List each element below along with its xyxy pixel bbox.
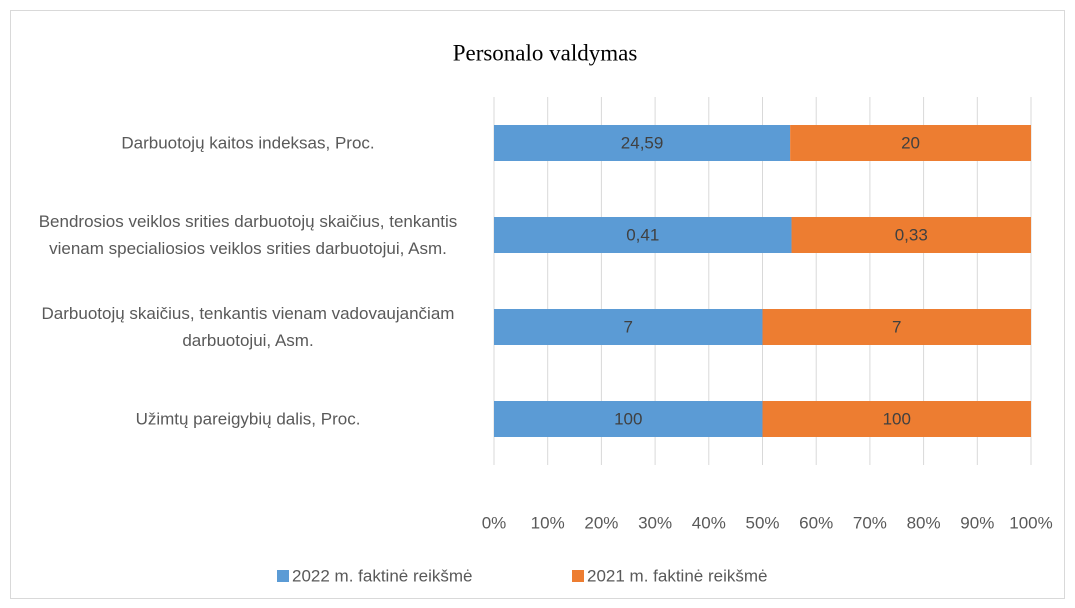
data-label: 0,33 — [895, 225, 928, 244]
legend-label: 2021 m. faktinė reikšmė — [587, 566, 767, 585]
y-tick-label: Darbuotojų skaičius, tenkantis vienam va… — [41, 304, 455, 350]
data-label: 0,41 — [626, 225, 659, 244]
data-label: 100 — [614, 409, 642, 428]
y-tick-label: Darbuotojų kaitos indeksas, Proc. — [121, 133, 375, 153]
x-tick-label: 100% — [1009, 513, 1052, 532]
x-tick-label: 30% — [638, 513, 672, 532]
x-tick-label: 20% — [584, 513, 618, 532]
y-tick-label: Užimtų pareigybių dalis, Proc. — [135, 409, 361, 429]
legend-swatch — [572, 570, 584, 582]
y-tick-label: Bendrosios veiklos srities darbuotojų sk… — [38, 212, 458, 258]
bar-segment — [494, 309, 763, 345]
x-tick-label: 10% — [531, 513, 565, 532]
x-tick-label: 70% — [853, 513, 887, 532]
x-tick-label: 0% — [482, 513, 507, 532]
x-tick-label: 60% — [799, 513, 833, 532]
chart-frame — [10, 10, 1065, 599]
legend-swatch — [277, 570, 289, 582]
bar-segment — [494, 217, 792, 253]
bar-segment — [762, 401, 1031, 437]
x-tick-label: 90% — [960, 513, 994, 532]
chart-title: Personalo valdymas — [453, 40, 638, 65]
x-tick-label: 50% — [745, 513, 779, 532]
x-tick-label: 40% — [692, 513, 726, 532]
bar-segment — [762, 309, 1031, 345]
data-label: 100 — [883, 409, 911, 428]
x-tick-label: 80% — [907, 513, 941, 532]
data-label: 7 — [892, 317, 901, 336]
bar-segment — [494, 125, 791, 161]
bar-segment — [494, 401, 763, 437]
data-label: 20 — [901, 133, 920, 152]
data-label: 24,59 — [621, 133, 664, 152]
bar-segment — [791, 217, 1031, 253]
legend-label: 2022 m. faktinė reikšmė — [292, 566, 472, 585]
bar-segment — [790, 125, 1031, 161]
data-label: 7 — [624, 317, 633, 336]
